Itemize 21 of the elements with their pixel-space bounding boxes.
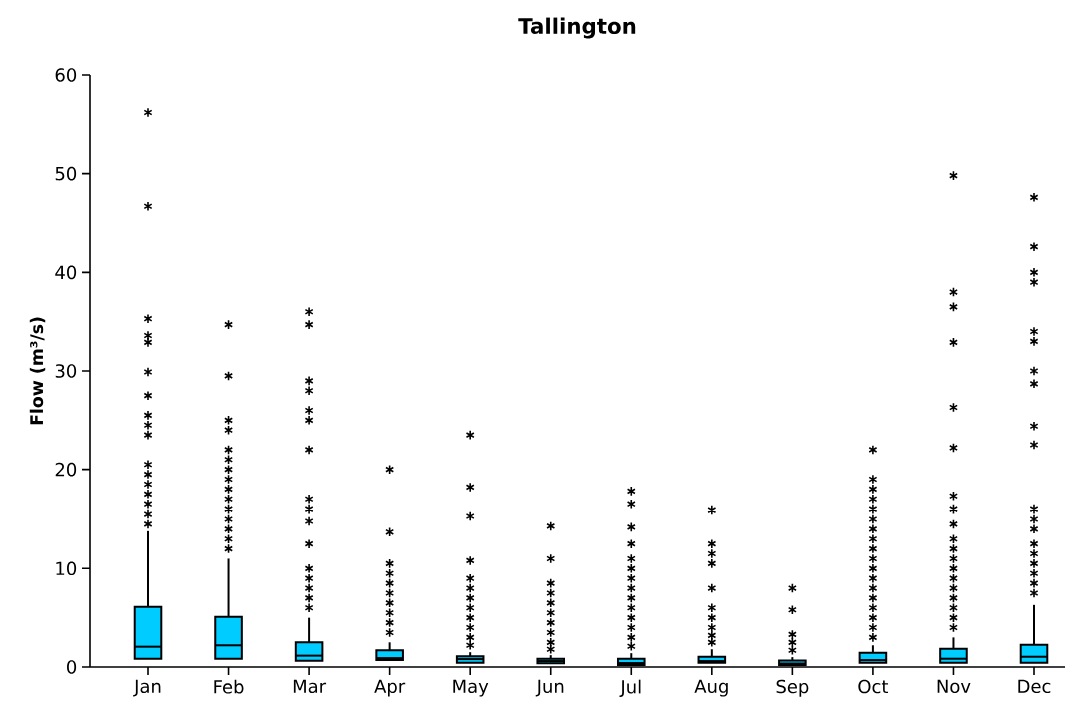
y-tick-label: 10 (56, 561, 77, 576)
chart-title: Tallington (518, 17, 636, 39)
y-tick-label: 30 (55, 364, 77, 378)
y-tick-label: 20 (55, 462, 77, 477)
y-tick-label: 0 (67, 660, 77, 674)
y-tick-label: 50 (55, 166, 77, 181)
x-tick-label: Aug (694, 679, 728, 697)
x-tick-label: Jan (133, 679, 161, 697)
x-tick-label: Feb (214, 679, 244, 694)
x-tick-label: Jun (535, 679, 564, 697)
y-tick-label: 40 (55, 265, 77, 280)
y-tick-label: 60 (55, 68, 77, 82)
x-tick-label: Mar (293, 679, 327, 694)
x-tick-label: Nov (937, 679, 971, 694)
x-tick-label: Jul (619, 679, 641, 697)
x-tick-label: Oct (858, 679, 889, 694)
x-tick-label: Apr (374, 679, 406, 697)
y-axis-title: Flow (m³/s) (29, 317, 46, 425)
x-tick-label: May (453, 679, 489, 697)
x-tick-label: Dec (1018, 679, 1051, 694)
x-tick-label: Sep (776, 679, 809, 697)
